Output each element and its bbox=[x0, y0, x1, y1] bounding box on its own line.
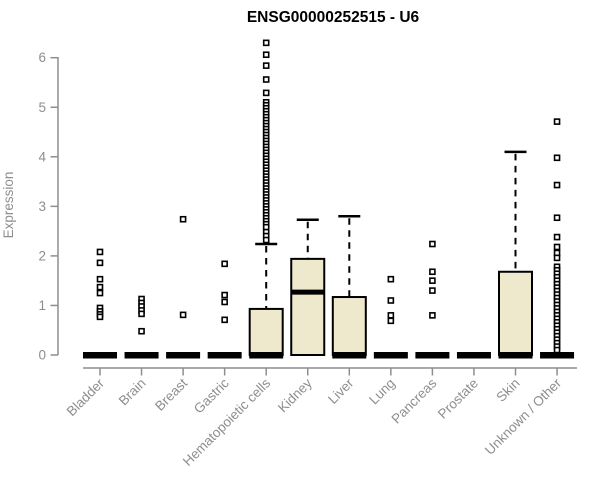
outlier-point bbox=[262, 76, 270, 83]
median-bar bbox=[83, 352, 117, 359]
box-group-gastric bbox=[207, 260, 242, 359]
outlier-point bbox=[387, 317, 395, 325]
x-category-label: Brain bbox=[116, 376, 149, 409]
outlier-point bbox=[179, 311, 187, 319]
outlier-point bbox=[553, 214, 561, 222]
median-bar bbox=[207, 352, 242, 359]
outlier-point bbox=[221, 316, 228, 324]
box bbox=[290, 257, 326, 356]
outlier-point bbox=[179, 215, 187, 223]
plot-area bbox=[83, 39, 575, 359]
outlier-point bbox=[262, 62, 270, 69]
x-category-label: Pancreas bbox=[389, 375, 440, 426]
outlier-point bbox=[96, 248, 104, 256]
outlier-point bbox=[221, 260, 228, 268]
outlier-point bbox=[221, 298, 228, 306]
box-group-liver bbox=[331, 215, 367, 359]
outlier-point bbox=[429, 277, 436, 284]
y-tick-label: 3 bbox=[38, 199, 46, 214]
box-group-prostate bbox=[456, 352, 491, 359]
x-category-label: Liver bbox=[325, 375, 357, 407]
y-tick-label: 6 bbox=[38, 50, 46, 65]
box-group-hematopoietic-cells bbox=[248, 39, 284, 359]
box-group-pancreas bbox=[415, 240, 450, 359]
outlier-point bbox=[553, 346, 561, 354]
box-group-skin bbox=[498, 150, 533, 359]
x-category-label: Gastric bbox=[191, 375, 232, 416]
outlier-point bbox=[262, 51, 270, 59]
outlier-point bbox=[138, 310, 145, 318]
box-group-bladder bbox=[83, 248, 117, 359]
box bbox=[331, 296, 367, 356]
box bbox=[248, 307, 284, 356]
x-category-label: Unknown / Other bbox=[482, 375, 565, 458]
box-group-breast bbox=[166, 215, 201, 359]
chart-title: ENSG00000252515 - U6 bbox=[247, 9, 420, 26]
outlier-point bbox=[387, 312, 395, 319]
median-bar bbox=[456, 352, 491, 359]
median-bar bbox=[249, 352, 284, 359]
box bbox=[498, 270, 533, 357]
y-tick-label: 4 bbox=[38, 149, 46, 164]
outlier-point bbox=[553, 254, 561, 262]
outlier-point bbox=[553, 181, 561, 189]
outlier-point bbox=[96, 275, 104, 283]
outlier-point bbox=[429, 312, 436, 319]
outlier-point bbox=[221, 291, 228, 299]
outlier-point bbox=[429, 287, 436, 294]
outlier-point bbox=[429, 268, 436, 276]
outlier-point bbox=[262, 39, 270, 47]
outlier-point bbox=[553, 154, 561, 162]
outlier-point bbox=[429, 240, 436, 248]
outlier-point bbox=[96, 289, 104, 297]
x-category-label: Breast bbox=[152, 375, 190, 413]
median-bar bbox=[166, 352, 201, 359]
outlier-point bbox=[262, 89, 270, 97]
outlier-point bbox=[553, 233, 561, 241]
box-group-brain bbox=[124, 295, 159, 359]
outlier-point bbox=[96, 259, 104, 267]
outlier-point bbox=[96, 313, 104, 321]
median-bar bbox=[124, 352, 159, 359]
y-tick-label: 1 bbox=[38, 298, 46, 313]
x-category-label: Bladder bbox=[64, 375, 108, 419]
median-bar bbox=[415, 352, 450, 359]
median-bar bbox=[332, 352, 367, 359]
outlier-point bbox=[262, 236, 270, 244]
box-group-lung bbox=[373, 275, 408, 359]
x-category-label: Prostate bbox=[435, 376, 481, 422]
x-category-label: Kidney bbox=[275, 375, 315, 415]
box-group-unknown-other bbox=[540, 118, 575, 359]
y-axis-label: Expression bbox=[1, 172, 16, 239]
y-tick-label: 2 bbox=[38, 248, 46, 263]
median-bar bbox=[373, 352, 408, 359]
box-group-kidney bbox=[290, 218, 326, 356]
outlier-point bbox=[96, 283, 104, 291]
outlier-point bbox=[387, 297, 395, 304]
y-tick-label: 0 bbox=[38, 348, 46, 363]
median-bar bbox=[498, 352, 533, 359]
x-category-label: Lung bbox=[366, 376, 398, 408]
y-tick-label: 5 bbox=[38, 100, 46, 115]
median-bar bbox=[540, 352, 575, 359]
x-category-label: Skin bbox=[493, 376, 522, 405]
outlier-point bbox=[138, 327, 145, 335]
outlier-point bbox=[553, 118, 561, 125]
outlier-point bbox=[387, 275, 395, 283]
outlier-point bbox=[553, 243, 561, 251]
